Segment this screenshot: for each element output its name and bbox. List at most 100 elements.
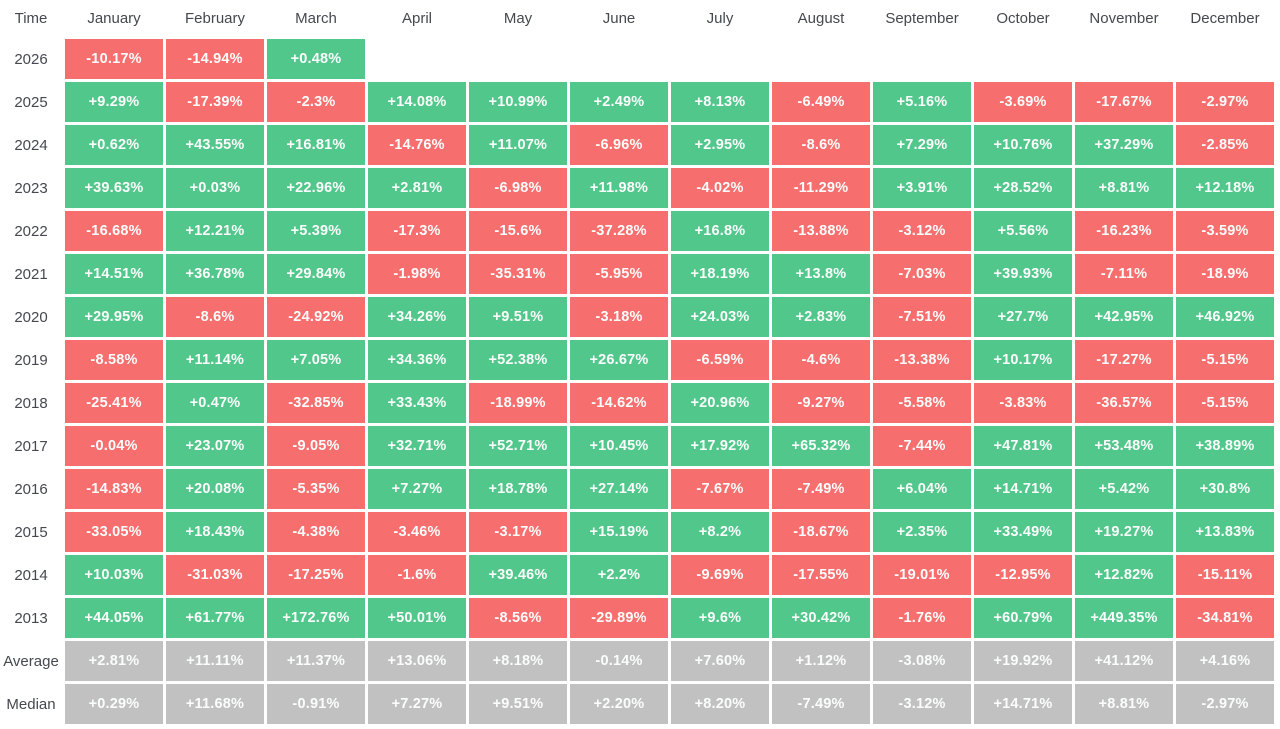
return-cell-2018-november: -36.57% [1075, 383, 1173, 423]
return-cell-2015-june: +15.19% [570, 512, 668, 552]
column-header-march: March [295, 9, 337, 27]
return-cell-average-august: +1.12% [772, 641, 870, 681]
return-cell-2021-august: +13.8% [772, 254, 870, 294]
return-cell-2018-february: +0.47% [166, 383, 264, 423]
return-cell-average-march: +11.37% [267, 641, 365, 681]
return-cell-2020-august: +2.83% [772, 297, 870, 337]
return-cell-average-october: +19.92% [974, 641, 1072, 681]
return-cell-average-december: +4.16% [1176, 641, 1274, 681]
return-cell-2019-march: +7.05% [267, 340, 365, 380]
return-cell-2024-august: -8.6% [772, 125, 870, 165]
row-label-2018: 2018 [14, 394, 48, 412]
return-cell-2023-july: -4.02% [671, 168, 769, 208]
return-cell-2013-october: +60.79% [974, 598, 1072, 638]
return-cell-2014-march: -17.25% [267, 555, 365, 595]
return-cell-2016-april: +7.27% [368, 469, 466, 509]
return-cell-2017-september: -7.44% [873, 426, 971, 466]
column-header-april: April [401, 9, 432, 27]
return-cell-2013-july: +9.6% [671, 598, 769, 638]
return-cell-2022-april: -17.3% [368, 211, 466, 251]
return-cell-2013-march: +172.76% [267, 598, 365, 638]
return-cell-2024-may: +11.07% [469, 125, 567, 165]
return-cell-2017-july: +17.92% [671, 426, 769, 466]
return-cell-2022-may: -15.6% [469, 211, 567, 251]
return-cell-2018-september: -5.58% [873, 383, 971, 423]
return-cell-median-august: -7.49% [772, 684, 870, 724]
return-cell-2016-may: +18.78% [469, 469, 567, 509]
return-cell-2023-november: +8.81% [1075, 168, 1173, 208]
return-cell-2017-october: +47.81% [974, 426, 1072, 466]
row-label-2021: 2021 [14, 265, 48, 283]
return-cell-2018-january: -25.41% [65, 383, 163, 423]
return-cell-median-may: +9.51% [469, 684, 567, 724]
row-label-2020: 2020 [14, 308, 48, 326]
return-cell-2013-august: +30.42% [772, 598, 870, 638]
return-cell-2021-december: -18.9% [1176, 254, 1274, 294]
return-cell-2024-december: -2.85% [1176, 125, 1274, 165]
return-cell-median-december: -2.97% [1176, 684, 1274, 724]
return-cell-2019-june: +26.67% [570, 340, 668, 380]
return-cell-2016-june: +27.14% [570, 469, 668, 509]
return-cell-2019-july: -6.59% [671, 340, 769, 380]
return-cell-2025-september: +5.16% [873, 82, 971, 122]
return-cell-2023-december: +12.18% [1176, 168, 1274, 208]
return-cell-average-november: +41.12% [1075, 641, 1173, 681]
return-cell-2015-march: -4.38% [267, 512, 365, 552]
return-cell-median-october: +14.71% [974, 684, 1072, 724]
return-cell-2016-september: +6.04% [873, 469, 971, 509]
return-cell-2016-february: +20.08% [166, 469, 264, 509]
return-cell-2017-february: +23.07% [166, 426, 264, 466]
return-cell-2014-december: -15.11% [1176, 555, 1274, 595]
return-cell-2020-october: +27.7% [974, 297, 1072, 337]
return-cell-2022-september: -3.12% [873, 211, 971, 251]
column-header-august: August [797, 9, 845, 27]
return-cell-2022-october: +5.56% [974, 211, 1072, 251]
empty-cell-2026-november [1075, 39, 1173, 79]
empty-cell-2026-july [671, 39, 769, 79]
return-cell-2021-january: +14.51% [65, 254, 163, 294]
return-cell-2017-may: +52.71% [469, 426, 567, 466]
column-header-july: July [706, 9, 734, 27]
return-cell-2016-march: -5.35% [267, 469, 365, 509]
return-cell-2023-august: -11.29% [772, 168, 870, 208]
return-cell-2026-february: -14.94% [166, 39, 264, 79]
return-cell-2018-august: -9.27% [772, 383, 870, 423]
return-cell-2025-february: -17.39% [166, 82, 264, 122]
return-cell-2023-may: -6.98% [469, 168, 567, 208]
return-cell-2015-august: -18.67% [772, 512, 870, 552]
return-cell-2024-november: +37.29% [1075, 125, 1173, 165]
return-cell-2021-march: +29.84% [267, 254, 365, 294]
return-cell-2013-november: +449.35% [1075, 598, 1173, 638]
return-cell-2014-june: +2.2% [570, 555, 668, 595]
return-cell-2019-february: +11.14% [166, 340, 264, 380]
return-cell-2023-february: +0.03% [166, 168, 264, 208]
return-cell-2024-july: +2.95% [671, 125, 769, 165]
return-cell-average-february: +11.11% [166, 641, 264, 681]
return-cell-2020-december: +46.92% [1176, 297, 1274, 337]
return-cell-2024-september: +7.29% [873, 125, 971, 165]
return-cell-2017-august: +65.32% [772, 426, 870, 466]
return-cell-2023-october: +28.52% [974, 168, 1072, 208]
return-cell-2019-may: +52.38% [469, 340, 567, 380]
return-cell-average-june: -0.14% [570, 641, 668, 681]
return-cell-2022-july: +16.8% [671, 211, 769, 251]
column-header-december: December [1190, 9, 1260, 27]
row-label-2015: 2015 [14, 523, 48, 541]
return-cell-median-march: -0.91% [267, 684, 365, 724]
return-cell-average-april: +13.06% [368, 641, 466, 681]
return-cell-2015-april: -3.46% [368, 512, 466, 552]
row-label-2017: 2017 [14, 437, 48, 455]
row-label-median: Median [6, 695, 56, 713]
empty-cell-2026-may [469, 39, 567, 79]
return-cell-median-july: +8.20% [671, 684, 769, 724]
return-cell-2014-january: +10.03% [65, 555, 163, 595]
row-label-2022: 2022 [14, 222, 48, 240]
return-cell-2015-february: +18.43% [166, 512, 264, 552]
row-label-2014: 2014 [14, 566, 48, 584]
return-cell-2018-july: +20.96% [671, 383, 769, 423]
return-cell-2024-april: -14.76% [368, 125, 466, 165]
return-cell-median-january: +0.29% [65, 684, 163, 724]
return-cell-2023-march: +22.96% [267, 168, 365, 208]
row-label-2019: 2019 [14, 351, 48, 369]
